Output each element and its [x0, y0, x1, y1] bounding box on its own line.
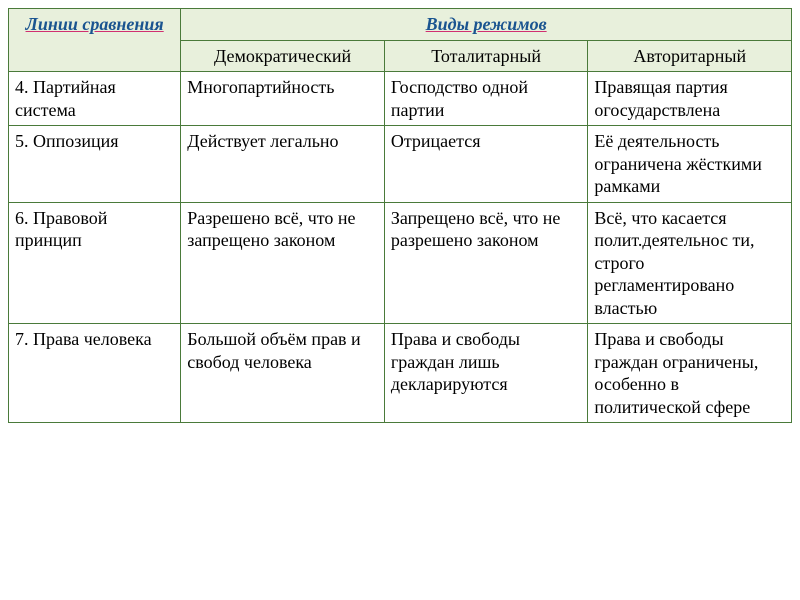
cell: Права и свободы граждан ограничены, особ…: [588, 324, 792, 423]
table-row: 4. Партийная система Многопартийность Го…: [9, 72, 792, 126]
header-lines: Линии сравнения: [9, 9, 181, 72]
table-row: 5. Оппозиция Действует легально Отрицает…: [9, 126, 792, 203]
table-row: 7. Права человека Большой объём прав и с…: [9, 324, 792, 423]
cell: Права и свободы граждан лишь декларируют…: [384, 324, 588, 423]
cell: Всё, что касается полит.деятельнос ти, с…: [588, 202, 792, 324]
subheader-authoritarian: Авторитарный: [588, 40, 792, 72]
cell: Её деятельность ограничена жёсткими рамк…: [588, 126, 792, 203]
cell: Запрещено всё, что не разрешено законом: [384, 202, 588, 324]
header-regimes: Виды режимов: [181, 9, 792, 41]
cell: Большой объём прав и свобод человека: [181, 324, 385, 423]
row-label: 5. Оппозиция: [9, 126, 181, 203]
row-label: 7. Права человека: [9, 324, 181, 423]
cell: Правящая партия огосударствлена: [588, 72, 792, 126]
row-label: 4. Партийная система: [9, 72, 181, 126]
cell: Многопартийность: [181, 72, 385, 126]
row-label: 6. Правовой принцип: [9, 202, 181, 324]
comparison-table: Линии сравнения Виды режимов Демократиче…: [8, 8, 792, 423]
cell: Господство одной партии: [384, 72, 588, 126]
cell: Действует легально: [181, 126, 385, 203]
table-row: 6. Правовой принцип Разрешено всё, что н…: [9, 202, 792, 324]
cell: Разрешено всё, что не запрещено законом: [181, 202, 385, 324]
cell: Отрицается: [384, 126, 588, 203]
subheader-democratic: Демократический: [181, 40, 385, 72]
subheader-totalitarian: Тоталитарный: [384, 40, 588, 72]
table-body: 4. Партийная система Многопартийность Го…: [9, 72, 792, 423]
